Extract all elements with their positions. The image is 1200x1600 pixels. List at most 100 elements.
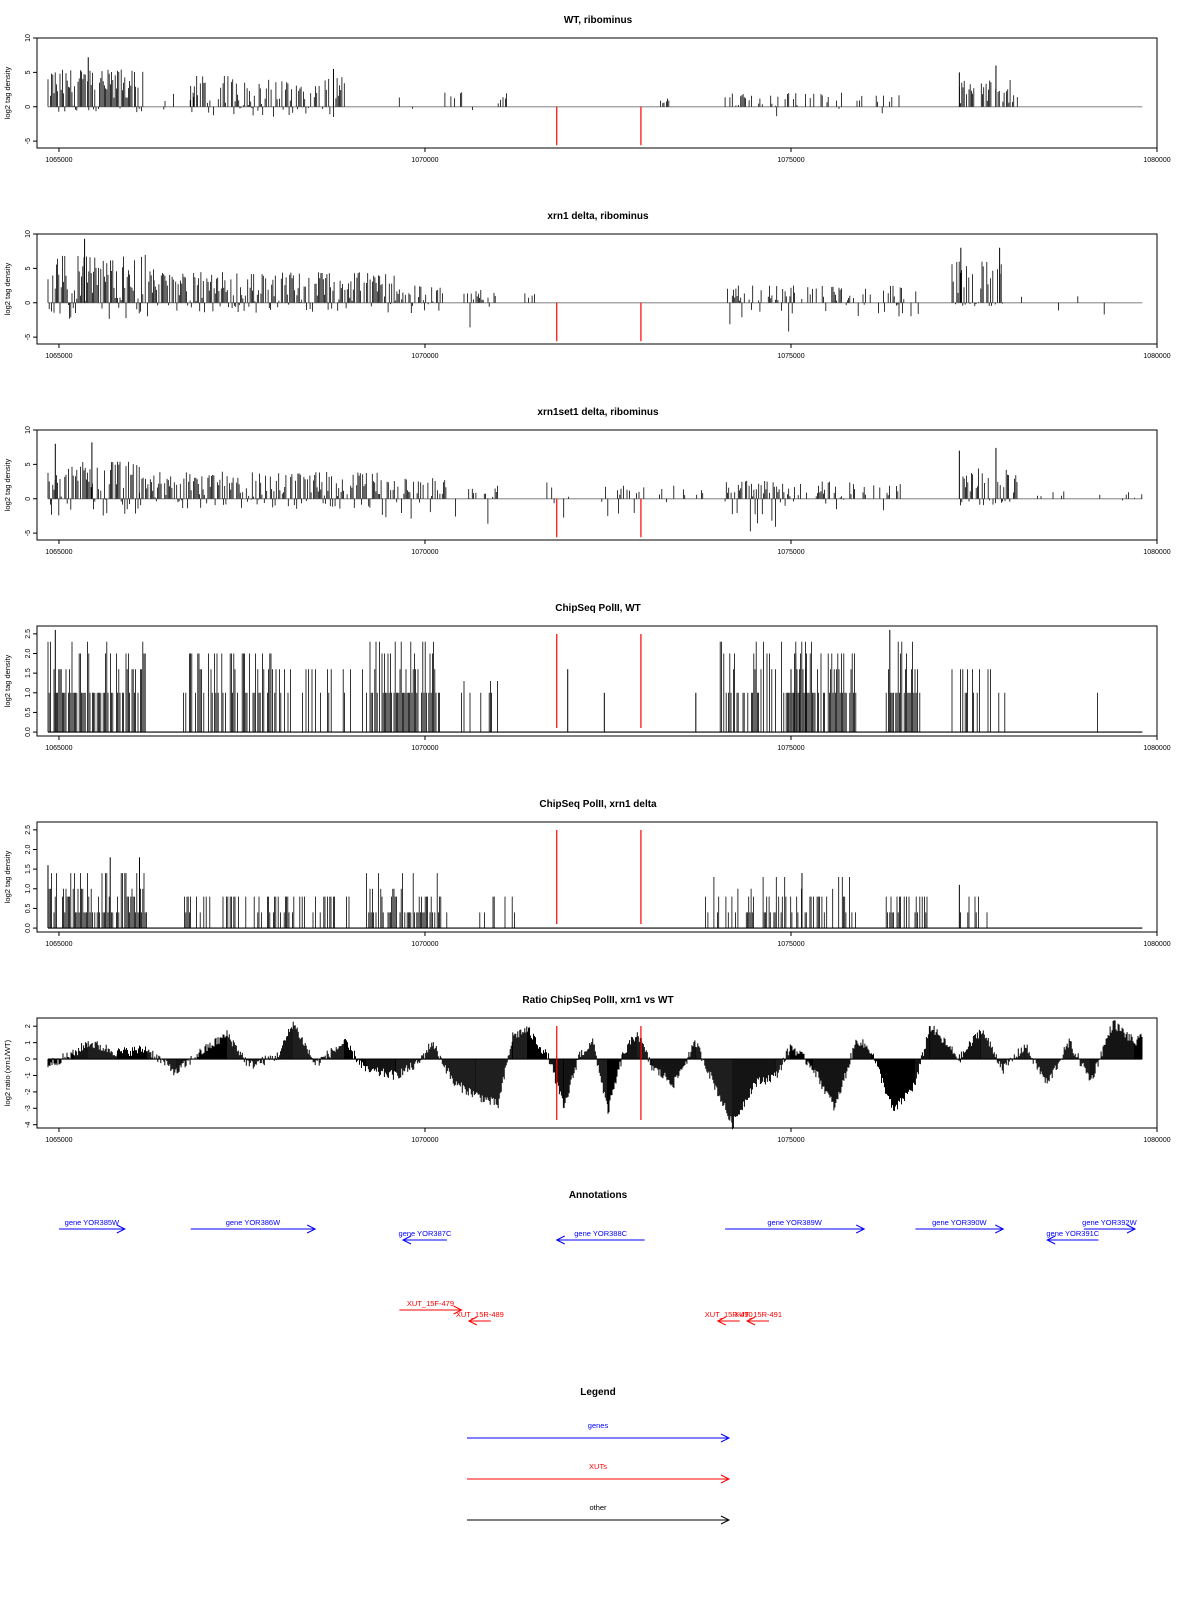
ratio-area	[47, 1020, 1143, 1130]
annotation-label: gene YOR386W	[226, 1218, 281, 1227]
annotation-gene: gene YOR385W	[58, 1218, 126, 1234]
x-tick-label: 1075000	[777, 549, 804, 556]
x-tick-label: 1080000	[1143, 1137, 1170, 1144]
x-tick-label: 1070000	[411, 157, 438, 164]
annotation-xut: XUT_15F-479	[399, 1299, 463, 1315]
arrowhead-icon	[401, 1235, 412, 1245]
arrowhead-icon	[306, 1224, 317, 1234]
x-tick-label: 1075000	[777, 353, 804, 360]
annotation-label: gene YOR392W	[1082, 1218, 1137, 1227]
annotation-label: XUT_15R-490	[705, 1310, 753, 1319]
y-tick-label: 2.0	[25, 649, 32, 659]
y-tick-label: -1	[25, 1072, 32, 1078]
annotation-xut: XUT_15R-490	[705, 1310, 753, 1326]
x-tick-label: 1080000	[1143, 549, 1170, 556]
arrowhead-icon	[555, 1235, 565, 1245]
arrowhead-icon	[995, 1224, 1005, 1234]
annotation-gene: gene YOR390W	[915, 1218, 1005, 1234]
x-tick-label: 1080000	[1143, 157, 1170, 164]
y-tick-label: -5	[25, 530, 32, 536]
legend-label: other	[589, 1503, 607, 1512]
y-tick-label: 1.0	[25, 688, 32, 698]
panel-5: Ratio ChipSeq PolII, xrn1 vs WT 2 1 0 -1 -2 -3…	[3, 995, 1171, 1144]
annotation-label: gene YOR388C	[574, 1229, 627, 1238]
legend-item: other	[467, 1503, 731, 1525]
x-tick-label: 1080000	[1143, 941, 1170, 948]
y-tick-label: 0.5	[25, 707, 32, 717]
x-tick-label: 1075000	[777, 941, 804, 948]
x-tick-label: 1070000	[411, 549, 438, 556]
x-tick-label: 1070000	[411, 1137, 438, 1144]
y-tick-label: 0.0	[25, 923, 32, 933]
arrowhead-icon	[116, 1224, 126, 1234]
x-tick-label: 1065000	[45, 157, 72, 164]
y-tick-label: 5	[25, 462, 32, 466]
y-axis-label: log2 ratio (xrn1/WT)	[3, 1039, 12, 1106]
annotations-title: Annotations	[569, 1190, 628, 1201]
legend-label: genes	[588, 1421, 609, 1430]
x-tick-label: 1065000	[45, 549, 72, 556]
x-tick-label: 1065000	[45, 1137, 72, 1144]
arrowhead-icon	[716, 1316, 727, 1326]
y-tick-label: 0	[25, 497, 32, 501]
legend-item: XUTs	[467, 1462, 731, 1484]
annotation-gene: gene YOR391C	[1046, 1229, 1100, 1245]
panel-title: xrn1set1 delta, ribominus	[537, 407, 659, 418]
y-tick-label: 10	[25, 230, 32, 238]
y-tick-label: -5	[25, 334, 32, 340]
y-tick-label: -3	[25, 1105, 32, 1111]
arrowhead-icon	[453, 1305, 463, 1315]
annotation-gene: gene YOR389W	[725, 1218, 866, 1234]
annotation-gene: gene YOR386W	[190, 1218, 317, 1234]
arrowhead-icon	[720, 1474, 731, 1484]
plot-frame	[36, 233, 1158, 345]
legend-title: Legend	[580, 1387, 616, 1398]
annotation-gene: gene YOR388C	[555, 1229, 645, 1245]
arrowhead-icon	[745, 1316, 756, 1326]
panel-title: ChipSeq PolII, WT	[555, 603, 641, 614]
plot-frame	[36, 821, 1158, 933]
x-tick-label: 1075000	[777, 1137, 804, 1144]
x-tick-label: 1075000	[777, 745, 804, 752]
plot-frame	[36, 625, 1158, 737]
y-tick-label: 1.5	[25, 668, 32, 678]
annotation-xut: XUT_15R-491	[734, 1310, 782, 1326]
panel-0: WT, ribominus 10 5 0 -5 log2 tag density 10650…	[3, 15, 1171, 164]
arrowhead-icon	[855, 1224, 866, 1234]
y-tick-label: 10	[25, 34, 32, 42]
y-tick-label: 1	[25, 1041, 32, 1045]
x-tick-label: 1065000	[45, 745, 72, 752]
y-tick-label: -4	[25, 1122, 32, 1128]
annotation-label: XUT_15F-479	[407, 1299, 454, 1308]
x-tick-label: 1065000	[45, 353, 72, 360]
bar-series	[47, 629, 1098, 733]
legend-label: XUTs	[589, 1462, 607, 1471]
plot-frame	[36, 429, 1158, 541]
annotation-gene: gene YOR387C	[399, 1229, 452, 1245]
annotation-label: gene YOR385W	[65, 1218, 120, 1227]
y-axis-label: log2 tag density	[3, 66, 12, 119]
y-tick-label: 0	[25, 1057, 32, 1061]
y-axis-label: log2 tag density	[3, 262, 12, 315]
bar-series	[47, 238, 1105, 332]
y-tick-label: -2	[25, 1089, 32, 1095]
y-axis-label: log2 tag density	[3, 654, 12, 707]
panel-4: ChipSeq PolII, xrn1 delta 0.0 0.5 1.0 1.5 2.0…	[3, 799, 1171, 948]
legend: Legend genes XUTs other	[467, 1387, 731, 1525]
x-tick-label: 1075000	[777, 157, 804, 164]
arrowhead-icon	[1126, 1224, 1137, 1234]
annotation-xut: XUT_15R-489	[456, 1310, 504, 1326]
y-tick-label: 5	[25, 266, 32, 270]
annotation-label: XUT_15R-491	[734, 1310, 782, 1319]
panel-title: WT, ribominus	[564, 15, 633, 26]
y-tick-label: 0.5	[25, 903, 32, 913]
y-axis-label: log2 tag density	[3, 458, 12, 511]
arrowhead-icon	[467, 1316, 478, 1326]
x-tick-label: 1070000	[411, 745, 438, 752]
y-tick-label: 0	[25, 105, 32, 109]
y-tick-label: -5	[25, 138, 32, 144]
x-tick-label: 1070000	[411, 353, 438, 360]
x-tick-label: 1080000	[1143, 745, 1170, 752]
annotation-gene: gene YOR392W	[1082, 1218, 1138, 1234]
